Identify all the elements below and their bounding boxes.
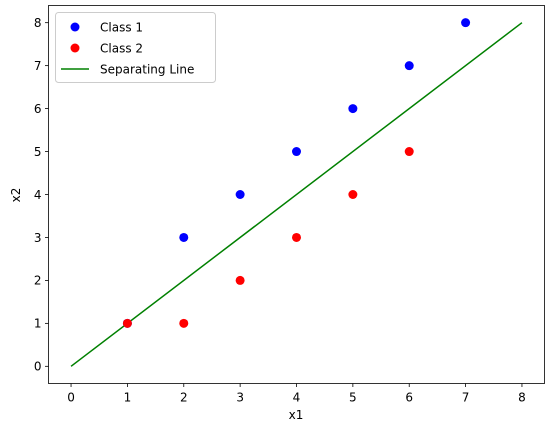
separating-line xyxy=(70,22,523,367)
legend-label: Class 1 xyxy=(100,20,143,34)
y-tick-label: 1 xyxy=(34,317,42,331)
y-tick-label: 4 xyxy=(34,188,42,202)
x-tick-label: 3 xyxy=(236,391,244,405)
class-2-point xyxy=(179,318,189,328)
x-tick-label: 4 xyxy=(293,391,301,405)
y-tick-label: 8 xyxy=(34,16,42,30)
legend-frame xyxy=(55,12,216,83)
class-1-point xyxy=(179,232,189,242)
y-tick-label: 3 xyxy=(34,231,42,245)
x-tick-label: 7 xyxy=(462,391,470,405)
x-axis-ticks: 0 1 2 3 4 5 6 7 8 xyxy=(67,383,526,405)
legend: Class 1 Class 2 Separating Line xyxy=(55,12,216,83)
y-tick-label: 2 xyxy=(34,274,42,288)
x-tick-label: 1 xyxy=(124,391,132,405)
class-2-point xyxy=(348,190,358,199)
legend-point-marker xyxy=(70,22,80,32)
class-1-point xyxy=(404,61,414,71)
y-tick-label: 6 xyxy=(34,102,42,116)
x-axis-label: x1 xyxy=(289,408,304,422)
class-1-point xyxy=(348,104,358,114)
class-1-point xyxy=(235,190,245,199)
y-axis-ticks: 0 1 2 3 4 5 6 7 8 xyxy=(34,16,49,374)
legend-label: Separating Line xyxy=(100,62,194,76)
class-2-point xyxy=(235,275,245,285)
legend-point-marker xyxy=(70,43,80,53)
y-tick-label: 5 xyxy=(34,145,42,159)
x-tick-label: 8 xyxy=(518,391,526,405)
y-tick-label: 0 xyxy=(34,360,42,374)
class-2-point xyxy=(292,232,301,242)
lines-layer xyxy=(70,22,523,367)
y-axis-label: x2 xyxy=(9,188,23,203)
x-tick-label: 6 xyxy=(405,391,413,405)
y-tick-label: 7 xyxy=(34,59,42,73)
class-2-point xyxy=(122,318,132,328)
class-2-point xyxy=(404,147,414,157)
x-tick-label: 2 xyxy=(180,391,188,405)
x-tick-label: 5 xyxy=(349,391,357,405)
legend-label: Class 2 xyxy=(100,41,143,55)
class-1-point xyxy=(461,18,471,28)
points-layer xyxy=(122,18,471,328)
x-tick-label: 0 xyxy=(67,391,75,405)
class-1-point xyxy=(292,147,301,157)
